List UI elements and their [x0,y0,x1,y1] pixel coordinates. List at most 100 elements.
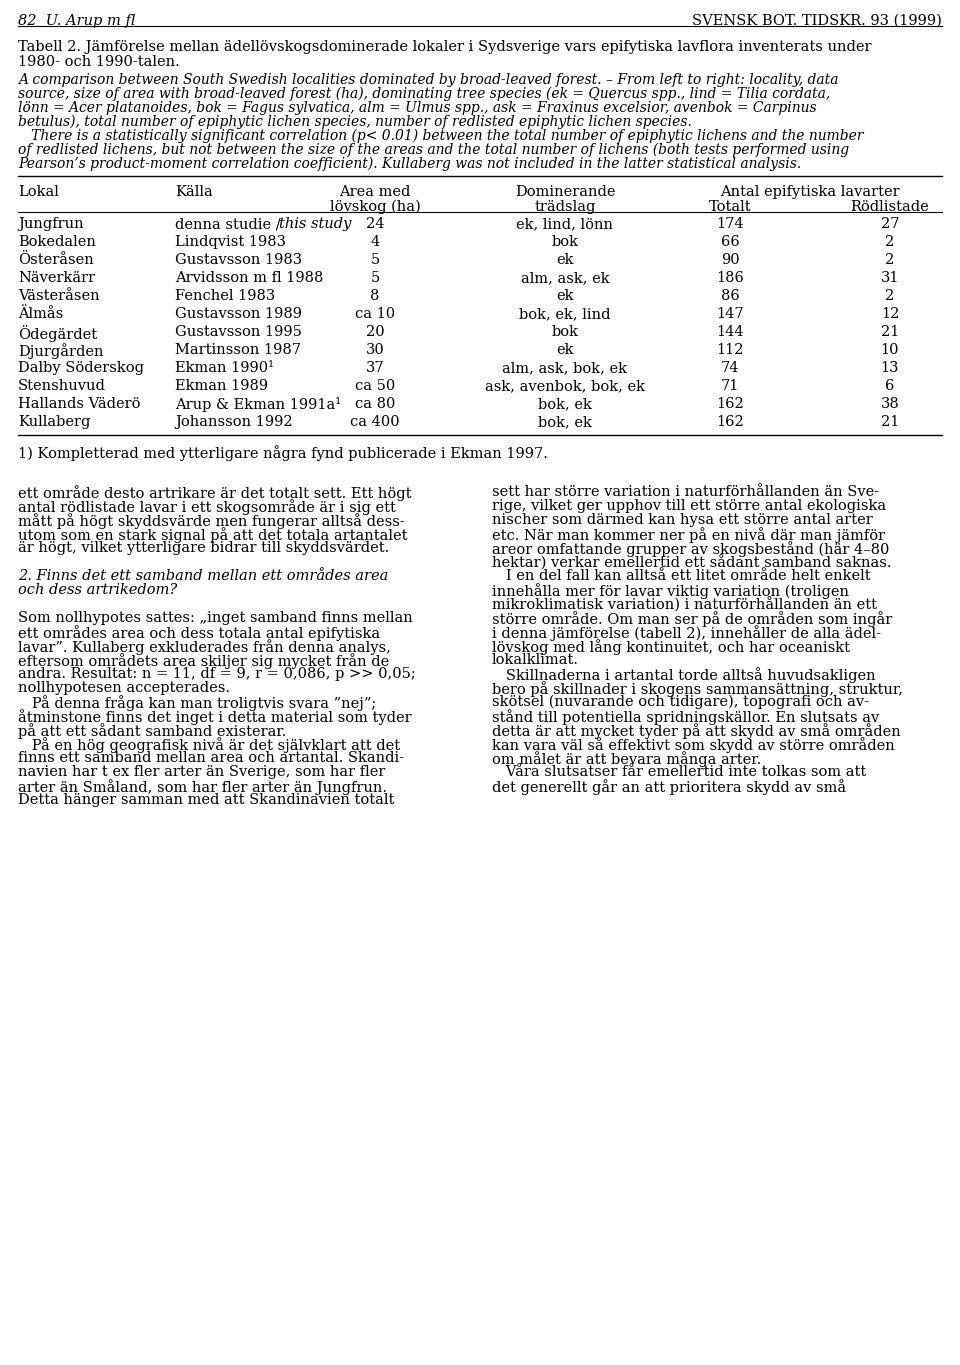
Text: ek, lind, lönn: ek, lind, lönn [516,217,613,231]
Text: om målet är att bevara många arter.: om målet är att bevara många arter. [492,751,761,767]
Text: Som nollhypotes sattes: „inget samband finns mellan: Som nollhypotes sattes: „inget samband f… [18,612,413,625]
Text: bok, ek: bok, ek [538,415,592,429]
Text: 5: 5 [371,253,379,268]
Text: Dominerande: Dominerande [515,186,615,199]
Text: lokalklimat.: lokalklimat. [492,652,579,667]
Text: 74: 74 [721,360,739,375]
Text: 71: 71 [721,379,739,393]
Text: eftersom områdets area skiljer sig mycket från de: eftersom områdets area skiljer sig mycke… [18,652,389,669]
Text: etc. När man kommer ner på en nivå där man jämför: etc. När man kommer ner på en nivå där m… [492,527,885,543]
Text: ca 400: ca 400 [350,415,399,429]
Text: lövskog (ha): lövskog (ha) [329,201,420,214]
Text: Våra slutsatser får emellertid inte tolkas som att: Våra slutsatser får emellertid inte tolk… [492,764,866,779]
Text: 2: 2 [885,235,895,248]
Text: 37: 37 [366,360,384,375]
Text: Fenchel 1983: Fenchel 1983 [175,289,276,303]
Text: this study: this study [279,217,351,231]
Text: Stenshuvud: Stenshuvud [18,379,106,393]
Text: sett har större variation i naturförhållanden än Sve-: sett har större variation i naturförhåll… [492,485,879,500]
Text: Ödegärdet: Ödegärdet [18,325,97,343]
Text: trädslag: trädslag [535,201,596,214]
Text: ca 10: ca 10 [355,307,396,321]
Text: Arup & Ekman 1991a¹: Arup & Ekman 1991a¹ [175,397,341,412]
Text: Källa: Källa [175,186,213,199]
Text: större område. Om man ser på de områden som ingår: större område. Om man ser på de områden … [492,612,892,627]
Text: 31: 31 [880,272,900,285]
Text: 38: 38 [880,397,900,411]
Text: stånd till potentiella spridningskällor. En slutsats av: stånd till potentiella spridningskällor.… [492,708,879,725]
Text: utom som en stark signal på att det totala artantalet: utom som en stark signal på att det tota… [18,527,407,543]
Text: source, size of area with broad-leaved forest (ha), dominating tree species (ek : source, size of area with broad-leaved f… [18,87,830,101]
Text: Ekman 1989: Ekman 1989 [175,379,268,393]
Text: lavar”. Kullaberg exkluderades från denna analys,: lavar”. Kullaberg exkluderades från denn… [18,639,391,655]
Text: Rödlistade: Rödlistade [851,201,929,214]
Text: 24: 24 [366,217,384,231]
Text: areor omfattande grupper av skogsbestånd (här 4–80: areor omfattande grupper av skogsbestånd… [492,541,889,557]
Text: ek: ek [556,289,574,303]
Text: 2: 2 [885,253,895,268]
Text: finns ett samband mellan area och artantal. Skandi-: finns ett samband mellan area och artant… [18,751,404,764]
Text: 144: 144 [716,325,744,339]
Text: ett område desto artrikare är det totalt sett. Ett högt: ett område desto artrikare är det totalt… [18,485,412,501]
Text: ca 50: ca 50 [355,379,396,393]
Text: Gustavsson 1983: Gustavsson 1983 [175,253,302,268]
Text: mått på högt skyddsvärde men fungerar alltså dess-: mått på högt skyddsvärde men fungerar al… [18,513,405,528]
Text: andra. Resultat: n = 11, df = 9, r = 0,086, p >> 0,05;: andra. Resultat: n = 11, df = 9, r = 0,0… [18,667,416,681]
Text: på att ett sådant samband existerar.: på att ett sådant samband existerar. [18,723,286,738]
Text: Näverkärr: Näverkärr [18,272,95,285]
Text: bok, ek: bok, ek [538,397,592,411]
Text: Antal epifytiska lavarter: Antal epifytiska lavarter [720,186,900,199]
Text: Lindqvist 1983: Lindqvist 1983 [175,235,286,248]
Text: 12: 12 [881,307,900,321]
Text: bok: bok [551,325,579,339]
Text: 8: 8 [371,289,380,303]
Text: kan vara väl så effektivt som skydd av större områden: kan vara väl så effektivt som skydd av s… [492,737,895,753]
Text: 82  U. Arup m fl: 82 U. Arup m fl [18,14,135,29]
Text: 4: 4 [371,235,379,248]
Text: of redlisted lichens, but not between the size of the areas and the total number: of redlisted lichens, but not between th… [18,143,850,157]
Text: Totalt: Totalt [708,201,752,214]
Text: antal rödlistade lavar i ett skogsområde är i sig ett: antal rödlistade lavar i ett skogsområde… [18,500,396,515]
Text: På denna fråga kan man troligtvis svara ”nej”;: På denna fråga kan man troligtvis svara … [18,695,376,711]
Text: rige, vilket ger upphov till ett större antal ekologiska: rige, vilket ger upphov till ett större … [492,500,886,513]
Text: i denna jämförelse (tabell 2), innehåller de alla ädel-: i denna jämförelse (tabell 2), innehålle… [492,625,881,642]
Text: skötsel (nuvarande och tidigare), topografi och av-: skötsel (nuvarande och tidigare), topogr… [492,695,869,710]
Text: 2: 2 [885,289,895,303]
Text: På en hög geografisk nivå är det självklart att det: På en hög geografisk nivå är det självkl… [18,737,400,753]
Text: 21: 21 [881,415,900,429]
Text: Gustavsson 1995: Gustavsson 1995 [175,325,301,339]
Text: ask, avenbok, bok, ek: ask, avenbok, bok, ek [485,379,645,393]
Text: 112: 112 [716,343,744,358]
Text: Skillnaderna i artantal torde alltså huvudsakligen: Skillnaderna i artantal torde alltså huv… [492,667,876,682]
Text: Area med: Area med [339,186,411,199]
Text: lövskog med lång kontinuitet, och har oceaniskt: lövskog med lång kontinuitet, och har oc… [492,639,850,655]
Text: A comparison between South Swedish localities dominated by broad-leaved forest. : A comparison between South Swedish local… [18,72,838,87]
Text: denna studie /: denna studie / [175,217,285,231]
Text: Bokedalen: Bokedalen [18,235,96,248]
Text: är högt, vilket ytterligare bidrar till skyddsvärdet.: är högt, vilket ytterligare bidrar till … [18,541,389,556]
Text: 2. Finns det ett samband mellan ett områdes area: 2. Finns det ett samband mellan ett områ… [18,569,389,583]
Text: ett områdes area och dess totala antal epifytiska: ett områdes area och dess totala antal e… [18,625,380,642]
Text: 66: 66 [721,235,739,248]
Text: åtminstone finns det inget i detta material som tyder: åtminstone finns det inget i detta mater… [18,708,412,725]
Text: Pearson’s product-moment correlation coefficient). Kullaberg was not included in: Pearson’s product-moment correlation coe… [18,157,802,172]
Text: navien har t ex fler arter än Sverige, som har fler: navien har t ex fler arter än Sverige, s… [18,764,385,779]
Text: Tabell 2. Jämförelse mellan ädellövskogsdominerade lokaler i Sydsverige vars epi: Tabell 2. Jämförelse mellan ädellövskogs… [18,40,872,55]
Text: 1980- och 1990-talen.: 1980- och 1990-talen. [18,55,180,70]
Text: 162: 162 [716,397,744,411]
Text: Martinsson 1987: Martinsson 1987 [175,343,301,358]
Text: Johansson 1992: Johansson 1992 [175,415,293,429]
Text: det generellt går an att prioritera skydd av små: det generellt går an att prioritera skyd… [492,779,846,794]
Text: innehålla mer för lavar viktig variation (troligen: innehålla mer för lavar viktig variation… [492,583,849,599]
Text: Österåsen: Österåsen [18,253,94,268]
Text: 1) Kompletterad med ytterligare några fynd publicerade i Ekman 1997.: 1) Kompletterad med ytterligare några fy… [18,445,548,461]
Text: Ekman 1990¹: Ekman 1990¹ [175,360,274,375]
Text: mikroklimatisk variation) i naturförhållanden än ett: mikroklimatisk variation) i naturförhåll… [492,597,877,613]
Text: There is a statistically significant correlation (p< 0.01) between the total num: There is a statistically significant cor… [18,130,863,143]
Text: SVENSK BOT. TIDSKR. 93 (1999): SVENSK BOT. TIDSKR. 93 (1999) [692,14,942,29]
Text: Kullaberg: Kullaberg [18,415,90,429]
Text: ek: ek [556,253,574,268]
Text: detta är att mycket tyder på att skydd av små områden: detta är att mycket tyder på att skydd a… [492,723,900,738]
Text: och dess artrikedom?: och dess artrikedom? [18,583,178,597]
Text: 90: 90 [721,253,739,268]
